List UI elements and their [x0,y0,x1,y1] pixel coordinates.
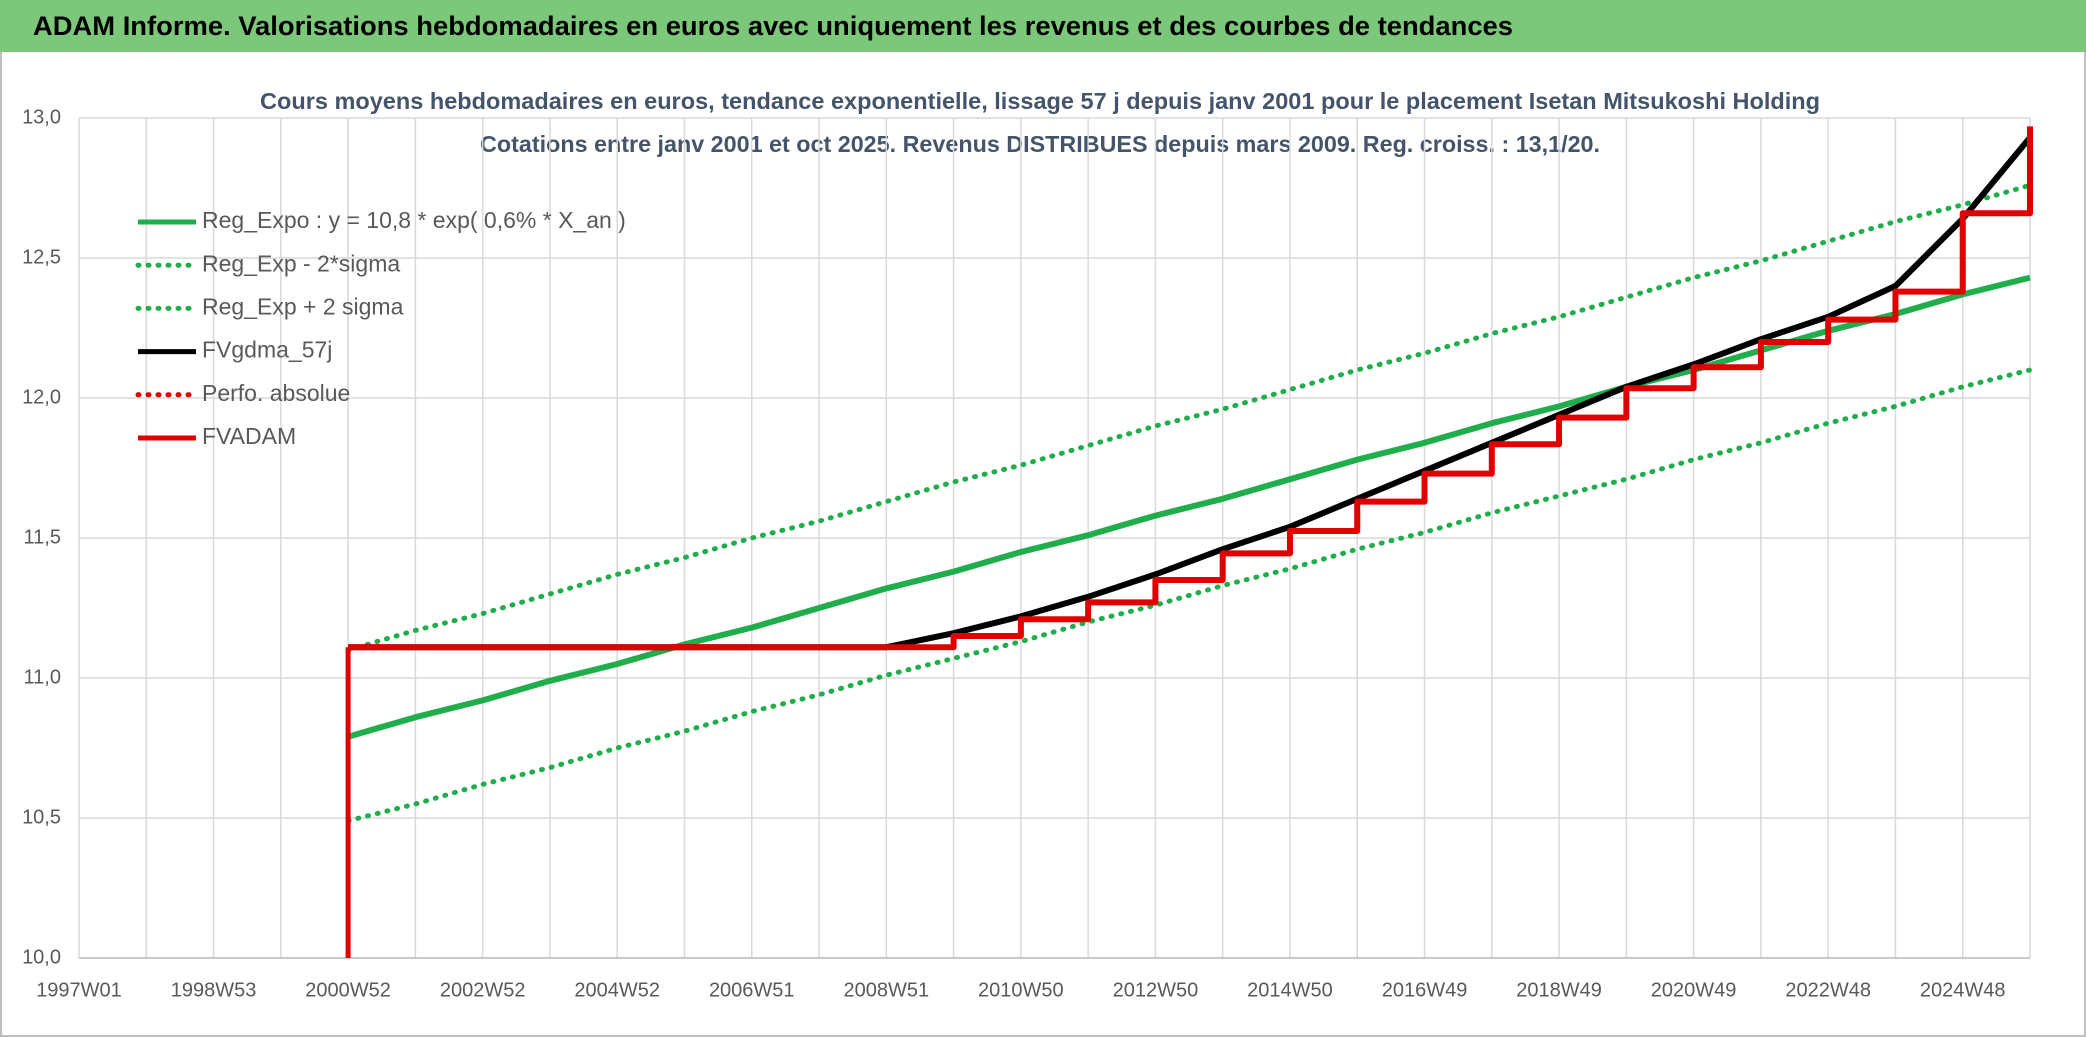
x-tick-label: 2016W49 [1382,979,1468,1001]
x-tick-label: 2012W50 [1113,979,1199,1001]
x-tick-label: 2006W51 [709,979,795,1001]
legend-label: FVgdma_57j [202,337,332,363]
x-tick-label: 2014W50 [1247,979,1333,1001]
x-tick-label: 2000W52 [305,979,391,1001]
x-tick-label: 2018W49 [1516,979,1602,1001]
x-tick-label: 2020W49 [1651,979,1737,1001]
x-tick-label: 1998W53 [171,979,257,1001]
legend-label: Perfo. absolue [202,380,350,406]
y-tick-label: 10,5 [22,806,61,828]
series-line [347,274,2031,740]
y-tick-label: 10,0 [22,946,61,968]
legend-label: Reg_Exp + 2 sigma [202,293,404,319]
chart-title: Cours moyens hebdomadaires en euros, ten… [260,88,1820,114]
series-line [348,126,2033,651]
x-tick-label: 2022W48 [1785,979,1871,1001]
y-tick-label: 11,5 [24,526,61,548]
x-tick-label: 2024W48 [1920,979,2006,1001]
legend-label: FVADAM [202,423,296,449]
header-title: ADAM Informe. Valorisations hebdomadaire… [33,11,1513,41]
x-tick-label: 2004W52 [574,979,660,1001]
y-tick-label: 11,0 [24,666,61,688]
series-line [345,367,2033,824]
y-tick-label: 12,5 [22,246,61,268]
x-tick-label: 2008W51 [843,979,929,1001]
x-tick-label: 2002W52 [440,979,526,1001]
y-tick-label: 12,0 [22,386,61,408]
legend-label: Reg_Exp - 2*sigma [202,250,400,276]
x-tick-label: 1997W01 [36,979,122,1001]
x-tick-label: 2010W50 [978,979,1064,1001]
header-band [0,0,2086,52]
series-line [345,182,2033,653]
y-tick-label: 13,0 [22,106,61,128]
chart-subtitle: Cotations entre janv 2001 et oct 2025. R… [480,131,1600,157]
legend-label: Reg_Expo : y = 10,8 * exp( 0,6% * X_an ) [202,207,626,233]
